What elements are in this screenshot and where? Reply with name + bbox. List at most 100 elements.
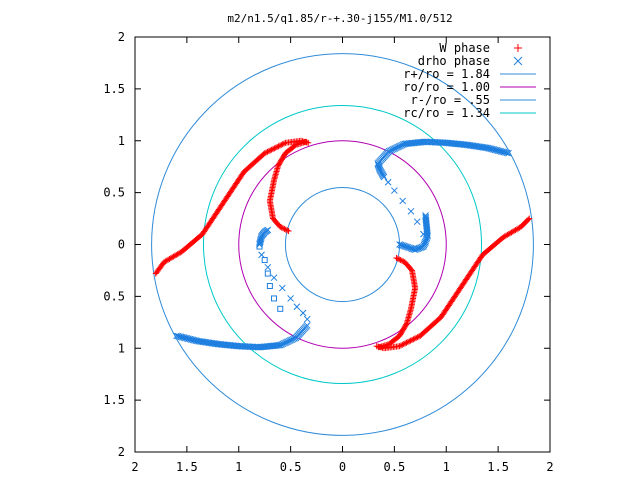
legend-label: drho phase <box>418 54 490 68</box>
y-tick-label: 0.5 <box>103 186 125 200</box>
drho-phase-point <box>422 213 430 221</box>
drho-phase-point <box>380 173 388 181</box>
w-phase-point <box>398 257 405 264</box>
y-tick-label: 2 <box>118 30 125 44</box>
drho-phase-point <box>271 295 278 302</box>
w-phase-point <box>414 334 421 341</box>
x-tick-label: 2 <box>131 460 138 474</box>
drho-phase-point <box>399 197 407 205</box>
w-phase-point <box>396 256 403 263</box>
drho-phase-point <box>293 303 301 311</box>
series-markers <box>152 137 533 352</box>
drho-phase-point <box>422 239 429 246</box>
drho-phase-point <box>422 215 430 222</box>
w-phase-point <box>271 145 278 152</box>
drho-phase-point <box>264 226 272 234</box>
circle-roro <box>238 140 447 349</box>
axis-ticks: 2 1.5 1 0.5 0 0.5 1 1.5 221.510.500.511.52 <box>103 30 553 474</box>
y-tick-label: 0 <box>118 238 125 252</box>
drho-phase-point <box>303 315 311 323</box>
w-phase-point <box>274 143 281 150</box>
w-phase-point <box>284 227 291 234</box>
drho-phase-point <box>422 212 429 219</box>
x-tick-label: 1.5 <box>487 460 509 474</box>
w-phase-point <box>407 337 414 344</box>
w-phase-point <box>279 141 286 148</box>
x-tick-label: 0.5 <box>280 460 302 474</box>
w-phase-point <box>409 336 416 343</box>
w-phase-point <box>397 342 404 349</box>
w-phase-point <box>403 339 410 346</box>
drho-phase-point <box>258 251 265 259</box>
drho-phase-point <box>256 243 263 250</box>
legend-label: r-/ro = .55 <box>411 93 490 107</box>
drho-phase-point <box>407 207 415 215</box>
legend-label: W phase <box>439 41 490 55</box>
w-phase-point <box>393 254 400 261</box>
legend-label: r+/ro = 1.84 <box>403 67 490 81</box>
w-phase-point <box>281 140 288 147</box>
y-tick-label: 0.5 <box>103 289 125 303</box>
w-phase-point <box>411 335 418 342</box>
w-phase-point <box>277 223 284 230</box>
drho-phase-point <box>261 257 268 264</box>
legend-label: rc/ro = 1.34 <box>403 106 490 120</box>
drho-phase-point <box>299 309 307 317</box>
y-tick-label: 1.5 <box>103 82 125 96</box>
w-phase-point <box>265 148 272 155</box>
drho-phase-point <box>384 178 392 186</box>
w-phase-point <box>402 340 409 347</box>
w-phase-point <box>280 225 287 232</box>
w-phase-point <box>275 143 282 150</box>
x-tick-label: 2 <box>546 460 553 474</box>
w-phase-point <box>399 341 406 348</box>
w-phase-point <box>263 149 270 156</box>
y-tick-label: 1 <box>118 341 125 355</box>
x-tick-label: 0 <box>339 460 346 474</box>
w-phase-point <box>285 228 292 235</box>
drho-phase-point <box>270 274 278 282</box>
drho-phase-point <box>278 284 286 292</box>
w-phase-point <box>410 336 417 343</box>
w-phase-point <box>281 225 288 232</box>
w-phase-point <box>272 144 279 151</box>
w-phase-point <box>417 332 424 339</box>
w-phase-point <box>261 150 268 157</box>
legend-label: ro/ro = 1.00 <box>403 80 490 94</box>
drho-phase-point <box>264 263 272 271</box>
w-phase-point <box>400 341 407 348</box>
drho-phase-point <box>303 322 311 329</box>
w-phase-point <box>264 148 271 155</box>
w-phase-point <box>406 338 413 345</box>
drho-phase-point <box>503 149 511 157</box>
w-phase-point <box>404 339 411 346</box>
drho-phase-point <box>413 218 421 226</box>
x-tick-label: 1.5 <box>176 460 198 474</box>
drho-phase-point <box>264 270 271 277</box>
w-phase-point <box>413 334 420 341</box>
legend-marker <box>513 56 523 66</box>
y-tick-label: 1.5 <box>103 393 125 407</box>
x-tick-label: 1 <box>235 460 242 474</box>
w-phase-point <box>267 147 274 154</box>
circle-rro <box>284 186 401 303</box>
drho-phase-point <box>420 230 427 238</box>
w-phase-point <box>401 259 408 266</box>
drho-phase-point <box>287 295 294 302</box>
w-phase-point <box>269 146 276 153</box>
drho-phase-point <box>266 283 273 289</box>
w-phase-point <box>276 142 283 149</box>
x-tick-label: 0.5 <box>384 460 406 474</box>
w-phase-point <box>278 224 285 231</box>
w-phase-point <box>394 255 401 262</box>
y-tick-label: 2 <box>118 445 125 459</box>
y-tick-label: 1 <box>118 134 125 148</box>
w-phase-point <box>268 146 275 153</box>
legend-marker <box>514 44 522 52</box>
drho-phase-point <box>505 149 512 157</box>
drho-phase-point <box>277 305 284 312</box>
w-phase-point <box>397 257 404 264</box>
circle-rro <box>151 53 534 436</box>
